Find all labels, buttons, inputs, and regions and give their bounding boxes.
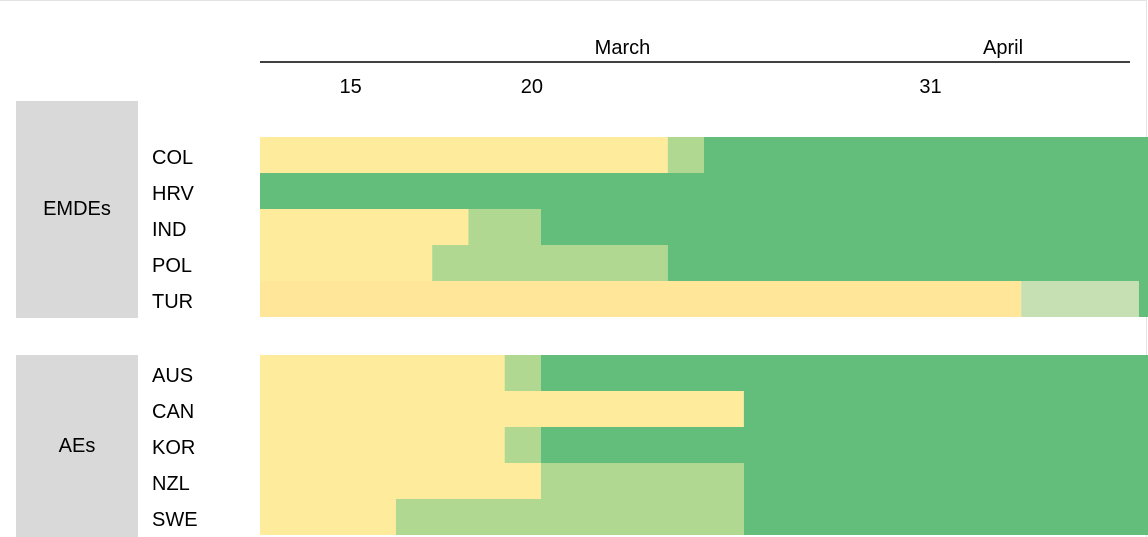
group-label-aes: AEs — [16, 355, 138, 537]
cell-pol-2 — [667, 245, 1148, 281]
cell-ind-2 — [540, 209, 1148, 245]
row-label-col: COL — [152, 147, 193, 169]
cell-aus-0 — [260, 355, 505, 391]
group-label-emdes: EMDEs — [16, 101, 138, 318]
cell-aus-2 — [540, 355, 1148, 391]
cell-pol-0 — [260, 245, 433, 281]
cell-swe-2 — [743, 499, 1148, 535]
month-label-april: April — [983, 37, 1023, 59]
month-label-march: March — [595, 37, 651, 59]
axis-layer: March April 15 20 31 — [260, 37, 1130, 98]
cell-col-0 — [260, 137, 668, 173]
row-label-swe: SWE — [152, 509, 198, 531]
cell-col-2 — [704, 137, 1148, 173]
cell-ind-0 — [260, 209, 469, 245]
cell-nzl-2 — [743, 463, 1148, 499]
cell-swe-0 — [260, 499, 396, 535]
cell-col-1 — [667, 137, 704, 173]
cell-swe-1 — [395, 499, 744, 535]
cell-ind-1 — [468, 209, 541, 245]
cell-can-1 — [743, 391, 1148, 427]
group-label-aes-text: AEs — [58, 434, 96, 457]
cell-nzl-1 — [540, 463, 744, 499]
row-label-hrv: HRV — [152, 183, 195, 205]
row-labels-layer: COL HRV IND POL TUR AUS CAN KOR NZL SWE — [152, 147, 198, 531]
day-tick-label: 15 — [339, 76, 361, 98]
row-label-ind: IND — [152, 219, 186, 241]
day-tick-label: 20 — [521, 76, 543, 98]
day-tick-label: 31 — [919, 76, 941, 98]
cell-hrv-0 — [260, 173, 1148, 209]
row-label-tur: TUR — [152, 291, 193, 313]
row-label-nzl: NZL — [152, 473, 190, 495]
row-label-pol: POL — [152, 255, 192, 277]
row-label-can: CAN — [152, 401, 194, 423]
cell-kor-2 — [540, 427, 1148, 463]
cell-kor-1 — [504, 427, 541, 463]
cell-tur-1 — [1021, 281, 1139, 317]
cell-tur-0 — [260, 281, 1022, 317]
cell-nzl-0 — [260, 463, 541, 499]
row-label-aus: AUS — [152, 365, 193, 387]
cell-kor-0 — [260, 427, 505, 463]
cell-pol-1 — [432, 245, 668, 281]
group-label-emdes-text: EMDEs — [43, 198, 111, 220]
cell-can-0 — [260, 391, 744, 427]
cell-aus-1 — [504, 355, 541, 391]
cell-tur-2 — [1138, 281, 1148, 317]
bars-layer — [260, 137, 1148, 535]
row-label-kor: KOR — [152, 437, 195, 459]
